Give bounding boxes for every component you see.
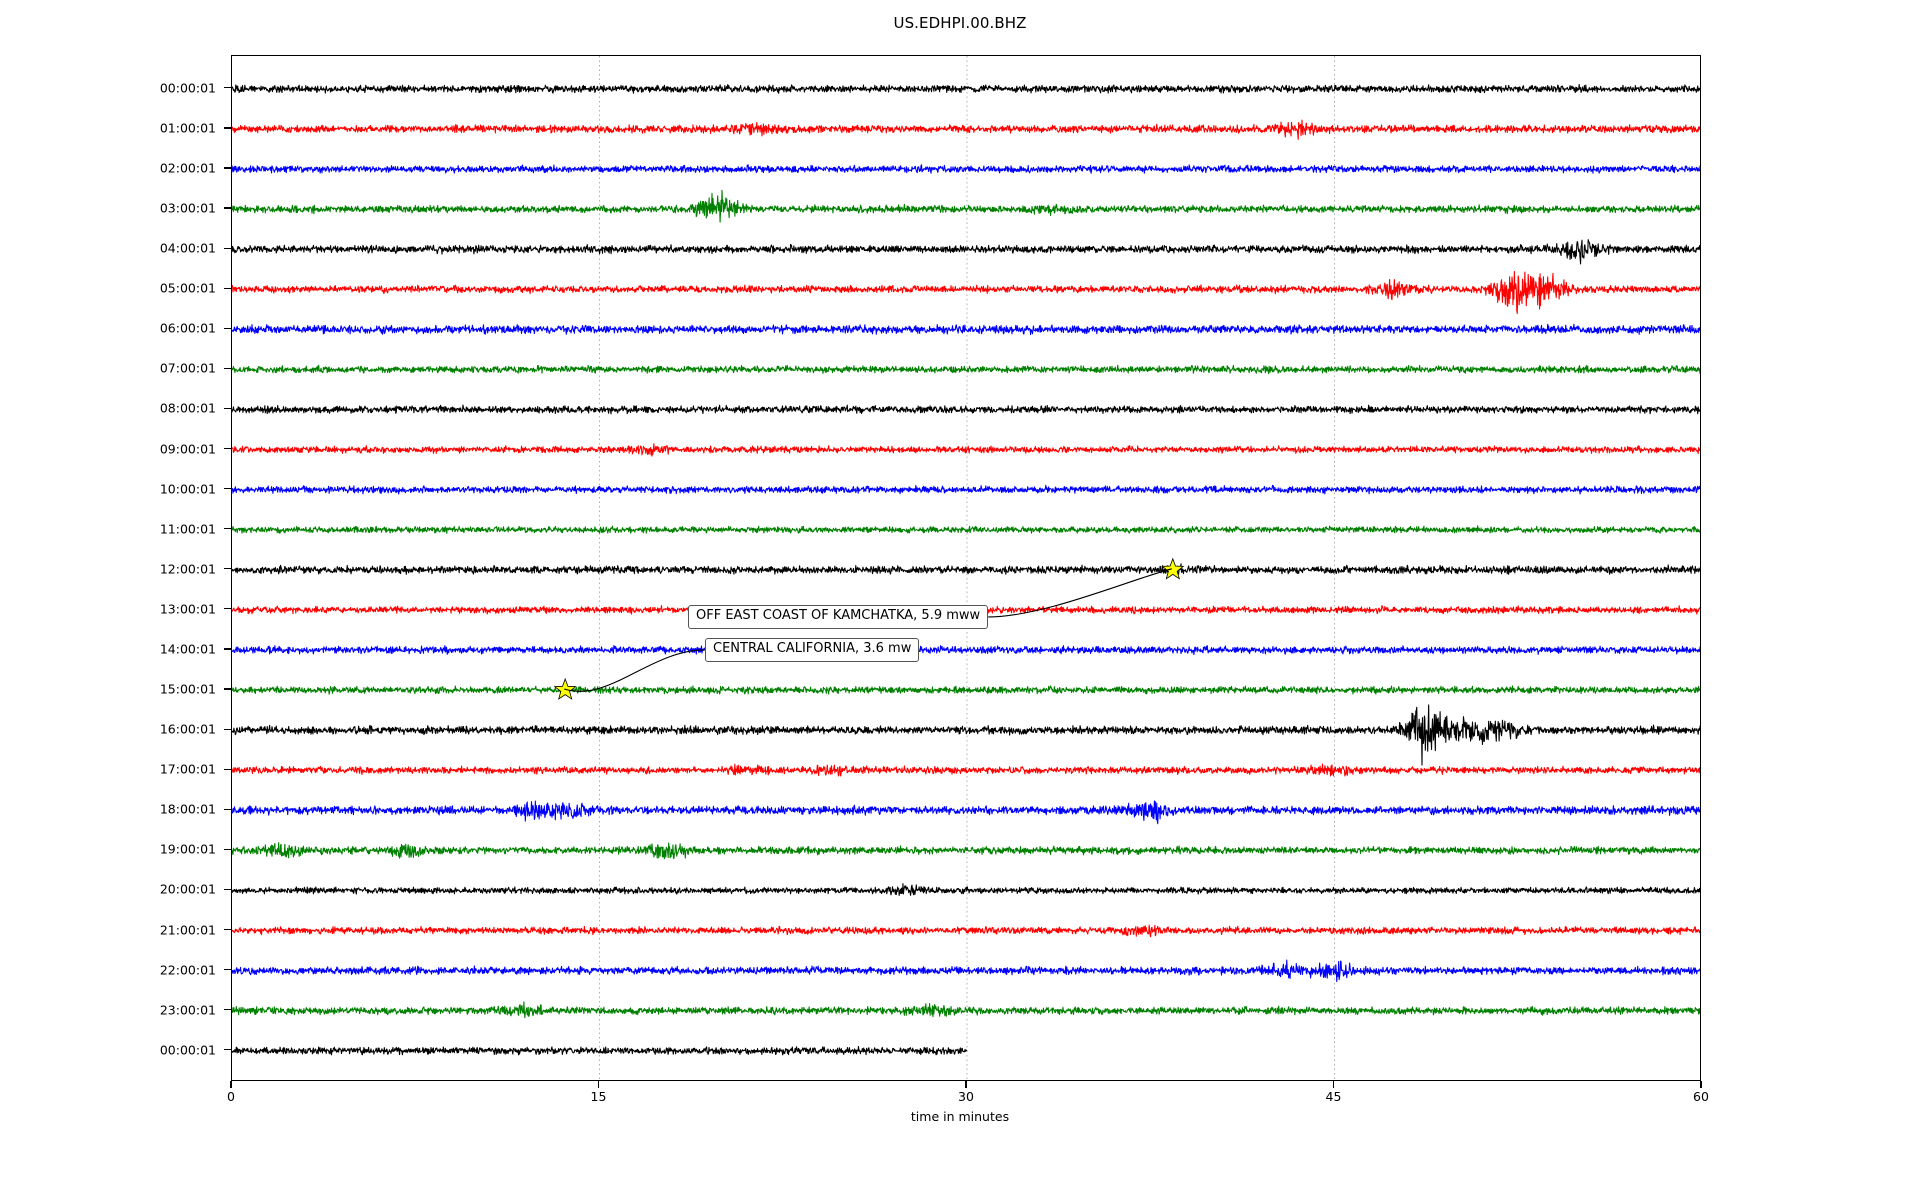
plot-area [231, 55, 1701, 1081]
x-tick-mark [1700, 1081, 1702, 1088]
x-tick-mark [965, 1081, 967, 1088]
y-tick-mark [224, 87, 231, 89]
kamchatka-annotation[interactable]: OFF EAST COAST OF KAMCHATKA, 5.9 mww [688, 605, 989, 629]
trace-18-00-01-18 [232, 800, 1700, 825]
trace-06-00-01-6 [232, 323, 1700, 336]
x-tick-mark [597, 1081, 600, 1088]
y-tick-label-11: 11:00:01 [159, 521, 216, 537]
trace-04-00-01-4 [232, 239, 1700, 265]
x-tick-label-30: 30 [958, 1089, 974, 1104]
seismogram-traces [232, 56, 1700, 1080]
x-tick-label-15: 15 [590, 1089, 607, 1104]
y-tick-label-16: 16:00:01 [159, 721, 216, 737]
trace-17-00-01-17 [232, 763, 1700, 777]
y-tick-mark [224, 1009, 231, 1011]
y-tick-label-21: 21:00:01 [159, 922, 216, 937]
trace-11-00-01-11 [232, 525, 1700, 534]
y-tick-mark [224, 167, 231, 169]
x-axis-label: time in minutes [910, 1109, 1010, 1124]
y-tick-mark [224, 488, 231, 490]
y-tick-mark [224, 648, 231, 650]
y-tick-mark [224, 327, 231, 329]
kamchatka-marker[interactable] [1161, 557, 1185, 580]
trace-15-00-01-15 [232, 685, 1700, 695]
y-tick-mark [224, 608, 231, 610]
y-tick-label-7: 07:00:01 [159, 360, 216, 376]
y-tick-label-4: 04:00:01 [159, 240, 216, 256]
trace-03-00-01-3 [232, 189, 1700, 223]
y-tick-label-3: 03:00:01 [159, 200, 216, 216]
trace-12-00-01-12 [232, 563, 1700, 575]
trace-10-00-01-10 [232, 484, 1700, 495]
y-tick-mark [224, 207, 231, 209]
y-tick-mark [224, 848, 231, 850]
y-tick-label-22: 22:00:01 [159, 962, 216, 978]
trace-01-00-01-1 [232, 119, 1700, 140]
y-tick-label-13: 13:00:01 [159, 601, 216, 617]
y-tick-label-6: 06:00:01 [159, 320, 216, 336]
central-california-annotation[interactable]: CENTRAL CALIFORNIA, 3.6 mw [705, 638, 920, 662]
trace-16-00-01-16 [232, 704, 1700, 766]
x-tick-label-0: 0 [227, 1089, 235, 1104]
trace-00-00-01-0 [232, 83, 1700, 94]
x-tick-mark [230, 1081, 232, 1088]
y-tick-mark [224, 688, 231, 690]
trace-22-00-01-22 [232, 959, 1700, 983]
trace-07-00-01-7 [232, 364, 1700, 375]
y-tick-label-24: 00:00:01 [159, 1042, 216, 1058]
y-tick-mark [224, 247, 231, 249]
y-tick-label-15: 15:00:01 [159, 681, 216, 697]
trace-23-00-01-23 [232, 1001, 1700, 1019]
y-tick-label-5: 05:00:01 [159, 280, 216, 296]
trace-08-00-01-8 [232, 404, 1700, 415]
y-tick-mark [224, 968, 231, 971]
y-tick-label-17: 17:00:01 [159, 761, 216, 777]
y-tick-mark [224, 367, 231, 369]
y-tick-mark [224, 407, 231, 410]
y-tick-label-19: 19:00:01 [159, 841, 216, 857]
trace-20-00-01-20 [232, 883, 1700, 897]
trace-19-00-01-19 [232, 842, 1700, 860]
trace-09-00-01-9 [232, 443, 1700, 457]
y-tick-mark [224, 808, 231, 810]
y-tick-label-1: 01:00:01 [159, 120, 216, 136]
y-tick-mark [224, 447, 231, 450]
y-tick-label-10: 10:00:01 [159, 481, 216, 497]
y-tick-label-2: 02:00:01 [159, 160, 216, 176]
y-tick-mark [224, 888, 231, 890]
page-title: US.EDHPI.00.BHZ [893, 14, 1027, 32]
y-tick-mark [224, 768, 231, 770]
x-tick-label-45: 45 [1325, 1089, 1342, 1104]
y-tick-mark [224, 568, 231, 570]
y-tick-label-9: 09:00:01 [159, 441, 216, 457]
y-tick-label-20: 20:00:01 [159, 881, 216, 897]
y-tick-label-12: 12:00:01 [159, 561, 216, 577]
y-tick-label-8: 08:00:01 [159, 400, 216, 416]
y-tick-mark [224, 1049, 231, 1051]
trace-05-00-01-5 [232, 271, 1700, 315]
y-tick-label-0: 00:00:01 [159, 80, 216, 96]
y-tick-mark [224, 287, 231, 289]
x-tick-label-60: 60 [1693, 1089, 1709, 1104]
y-tick-label-18: 18:00:01 [159, 801, 216, 817]
trace-14-00-01-14 [232, 644, 1700, 656]
trace-02-00-01-2 [232, 164, 1700, 174]
y-tick-mark [224, 528, 231, 530]
y-tick-mark [224, 728, 231, 730]
trace-21-00-01-21 [232, 924, 1700, 938]
x-tick-mark [1332, 1081, 1335, 1088]
central-california-marker[interactable] [553, 677, 577, 700]
y-tick-mark [224, 928, 231, 931]
y-tick-label-14: 14:00:01 [159, 641, 216, 657]
y-tick-label-23: 23:00:01 [159, 1002, 216, 1018]
trace-00-00-01-24 [232, 1045, 968, 1056]
y-tick-mark [224, 127, 231, 129]
